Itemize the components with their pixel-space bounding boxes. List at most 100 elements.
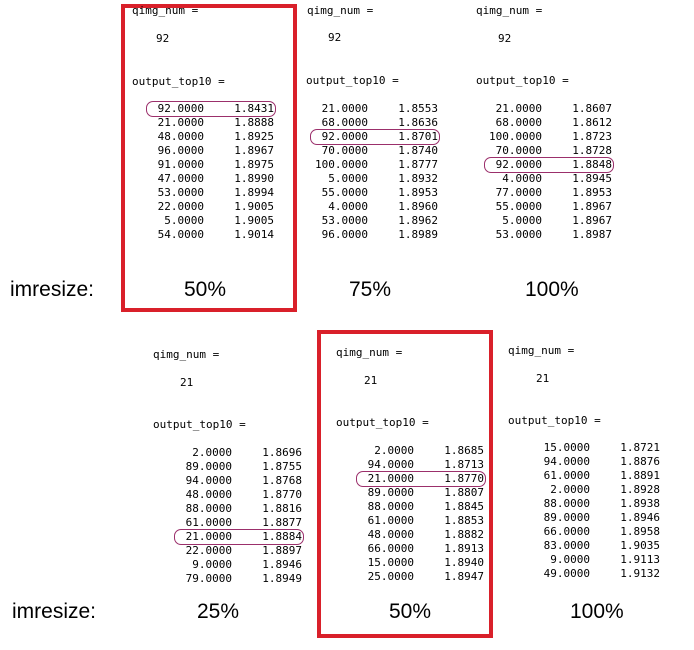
output-row: 66.0000 1.8913	[350, 542, 484, 556]
output-row: 48.0000 1.8770	[168, 488, 302, 502]
row-index: 9.0000	[192, 558, 232, 571]
output-row: 55.0000 1.8953	[304, 186, 438, 200]
row-distance: 1.8636	[398, 116, 438, 129]
row-index: 15.0000	[543, 441, 590, 454]
output-row: 53.0000 1.8962	[304, 214, 438, 228]
row-distance: 1.8990	[234, 172, 274, 185]
row-index: 53.0000	[321, 214, 368, 227]
output-row: 2.0000 1.8696	[168, 446, 302, 460]
row-index: 92.0000	[495, 158, 542, 171]
row-index: 4.0000	[502, 172, 542, 185]
row-distance: 1.8685	[444, 444, 484, 457]
row-index: 48.0000	[185, 488, 232, 501]
output-row: 89.0000 1.8807	[350, 486, 484, 500]
output-row: 25.0000 1.8947	[350, 570, 484, 584]
row-distance: 1.8940	[444, 556, 484, 569]
row-distance: 1.8994	[234, 186, 274, 199]
output-row: 4.0000 1.8960	[304, 200, 438, 214]
output-row: 21.0000 1.8888	[140, 116, 274, 130]
qimg-num-label: qimg_num =	[476, 4, 543, 17]
output-row: 2.0000 1.8928	[526, 483, 660, 497]
row-distance: 1.8845	[444, 500, 484, 513]
output-row: 21.0000 1.8553	[304, 102, 438, 116]
row-distance: 1.8888	[234, 116, 274, 129]
row-index: 92.0000	[321, 130, 368, 143]
row-distance: 1.8967	[234, 144, 274, 157]
output-row: 55.0000 1.8967	[478, 200, 612, 214]
output-row: 92.0000 1.8848	[478, 158, 612, 172]
row-distance: 1.8962	[398, 214, 438, 227]
match-highlight	[174, 529, 304, 545]
qimg-num-label: qimg_num =	[336, 346, 403, 359]
output-row: 96.0000 1.8967	[140, 144, 274, 158]
row-distance: 1.8953	[572, 186, 612, 199]
row-distance: 1.8938	[620, 497, 660, 510]
row-distance: 1.8884	[262, 530, 302, 543]
row-index: 94.0000	[543, 455, 590, 468]
row-index: 22.0000	[157, 200, 204, 213]
selection-box	[121, 4, 297, 312]
row-label-bottom: imresize:	[12, 600, 97, 623]
row-index: 61.0000	[367, 514, 414, 527]
row-distance: 1.8848	[572, 158, 612, 171]
output-row: 21.0000 1.8770	[350, 472, 484, 486]
row-distance: 1.8897	[262, 544, 302, 557]
row-index: 2.0000	[192, 446, 232, 459]
output-row: 92.0000 1.8431	[140, 102, 274, 116]
row-index: 21.0000	[157, 116, 204, 129]
output-row: 96.0000 1.8989	[304, 228, 438, 242]
row-index: 94.0000	[185, 474, 232, 487]
row-index: 88.0000	[543, 497, 590, 510]
row-index: 61.0000	[543, 469, 590, 482]
row-index: 5.0000	[328, 172, 368, 185]
output-top10-label: output_top10 =	[153, 418, 246, 431]
qimg-num-value: 92	[498, 32, 512, 45]
output-row: 100.0000 1.8777	[304, 158, 438, 172]
row-index: 53.0000	[157, 186, 204, 199]
qimg-num-value: 21	[180, 376, 194, 389]
row-index: 55.0000	[321, 186, 368, 199]
row-distance: 1.8721	[620, 441, 660, 454]
row-distance: 1.8723	[572, 130, 612, 143]
row-index: 21.0000	[367, 472, 414, 485]
row-distance: 1.8768	[262, 474, 302, 487]
row-distance: 1.8932	[398, 172, 438, 185]
row-distance: 1.8713	[444, 458, 484, 471]
output-row: 61.0000 1.8891	[526, 469, 660, 483]
output-list: 15.0000 1.8721 94.0000 1.8876 61.0000 1.8891 2…	[526, 441, 660, 581]
row-distance: 1.8701	[398, 130, 438, 143]
row-index: 5.0000	[164, 214, 204, 227]
row-index: 68.0000	[495, 116, 542, 129]
scale-caption: 50%	[389, 600, 432, 623]
selection-box	[317, 330, 493, 638]
row-index: 48.0000	[157, 130, 204, 143]
row-distance: 1.8770	[444, 472, 484, 485]
row-index: 2.0000	[550, 483, 590, 496]
row-index: 92.0000	[157, 102, 204, 115]
row-index: 54.0000	[157, 228, 204, 241]
row-index: 100.0000	[489, 130, 542, 143]
match-highlight	[356, 471, 486, 487]
row-index: 5.0000	[502, 214, 542, 227]
row-index: 66.0000	[367, 542, 414, 555]
row-distance: 1.9113	[620, 553, 660, 566]
row-distance: 1.8777	[398, 158, 438, 171]
scale-caption: 25%	[197, 600, 240, 623]
row-index: 68.0000	[321, 116, 368, 129]
row-distance: 1.8876	[620, 455, 660, 468]
output-row: 47.0000 1.8990	[140, 172, 274, 186]
row-index: 96.0000	[157, 144, 204, 157]
qimg-num-value: 92	[328, 31, 342, 44]
output-list: 92.0000 1.8431 21.0000 1.8888 48.0000 1.8925 9…	[140, 102, 274, 242]
row-index: 89.0000	[185, 460, 232, 473]
row-distance: 1.8431	[234, 102, 274, 115]
row-distance: 1.8967	[572, 200, 612, 213]
output-row: 15.0000 1.8940	[350, 556, 484, 570]
qimg-num-value: 21	[364, 374, 378, 387]
output-row: 70.0000 1.8740	[304, 144, 438, 158]
row-distance: 1.8989	[398, 228, 438, 241]
output-row: 22.0000 1.9005	[140, 200, 274, 214]
row-distance: 1.8877	[262, 516, 302, 529]
row-distance: 1.8928	[620, 483, 660, 496]
row-distance: 1.8953	[398, 186, 438, 199]
